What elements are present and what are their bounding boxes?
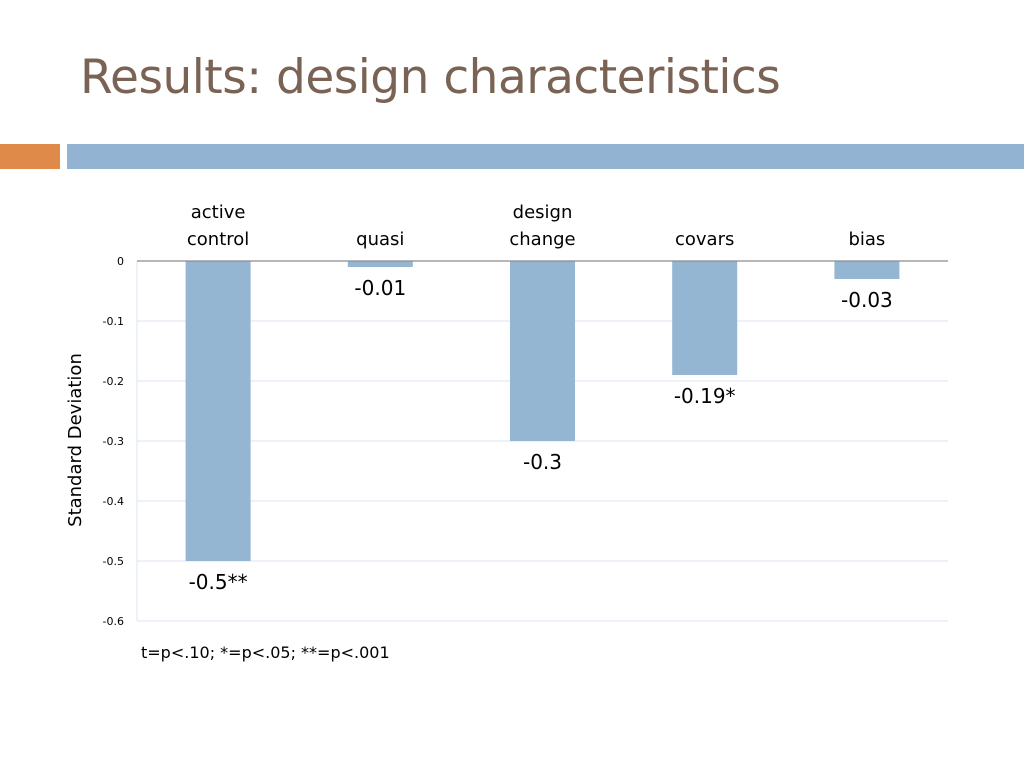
category-label: quasi: [356, 229, 404, 250]
data-label: -0.3: [523, 450, 562, 474]
significance-footnote: t=p<.10; *=p<.05; **=p<.001: [141, 643, 390, 662]
y-tick-label: -0.2: [103, 375, 124, 388]
category-label: active: [191, 202, 246, 223]
bar: [185, 261, 251, 561]
bar: [672, 261, 738, 375]
accent-bar-orange: [0, 144, 60, 169]
accent-bar-blue: [67, 144, 1024, 169]
bar: [834, 261, 900, 279]
y-tick-label: -0.3: [103, 435, 124, 448]
y-axis-title: Standard Deviation: [65, 353, 86, 527]
category-label: bias: [848, 229, 885, 250]
data-label: -0.03: [841, 288, 893, 312]
y-tick-label: -0.4: [103, 495, 124, 508]
y-tick-label: -0.6: [103, 615, 124, 628]
y-tick-label: 0: [117, 255, 124, 268]
y-tick-label: -0.1: [103, 315, 124, 328]
data-label: -0.19*: [674, 384, 736, 408]
category-label: change: [509, 229, 575, 250]
bar: [510, 261, 575, 441]
category-label: covars: [675, 229, 734, 250]
data-label: -0.5**: [189, 570, 248, 594]
slide-title: Results: design characteristics: [80, 50, 781, 105]
bar: [347, 261, 413, 267]
category-label: control: [187, 229, 249, 250]
category-label: design: [513, 202, 573, 223]
y-tick-label: -0.5: [103, 555, 124, 568]
data-label: -0.01: [354, 276, 406, 300]
